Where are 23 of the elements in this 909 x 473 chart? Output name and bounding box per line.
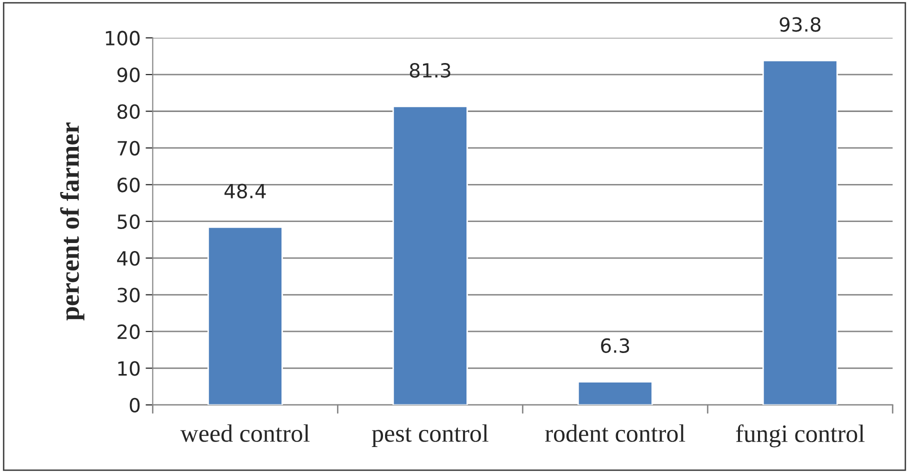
data-label: 93.8 <box>780 17 820 32</box>
data-label: 48.4 <box>224 184 266 198</box>
y-tick-label: 70 <box>118 140 140 156</box>
y-tick-label: 30 <box>118 288 140 302</box>
y-tick-label: 50 <box>118 214 140 230</box>
bar <box>392 106 468 405</box>
y-tick-label: 20 <box>118 324 140 340</box>
y-tick-label: 80 <box>117 104 140 119</box>
bar <box>762 60 838 405</box>
y-tick-label: 0 <box>130 398 140 413</box>
x-tick-label: fungi control <box>736 424 865 448</box>
x-tick-label: rodent control <box>545 424 686 442</box>
y-tick-label: 40 <box>117 251 140 266</box>
y-tick-label: 60 <box>118 178 140 192</box>
y-tick-label: 10 <box>118 361 140 376</box>
bar <box>208 226 283 405</box>
y-tick-label: 90 <box>117 68 140 82</box>
data-label: 6.3 <box>601 338 630 353</box>
x-tick-label: pest control <box>372 424 488 448</box>
y-axis-title: percent of farmer <box>60 122 84 320</box>
bar <box>577 381 653 405</box>
x-tick-label: weed control <box>180 424 310 442</box>
y-tick-label: 100 <box>106 30 140 46</box>
